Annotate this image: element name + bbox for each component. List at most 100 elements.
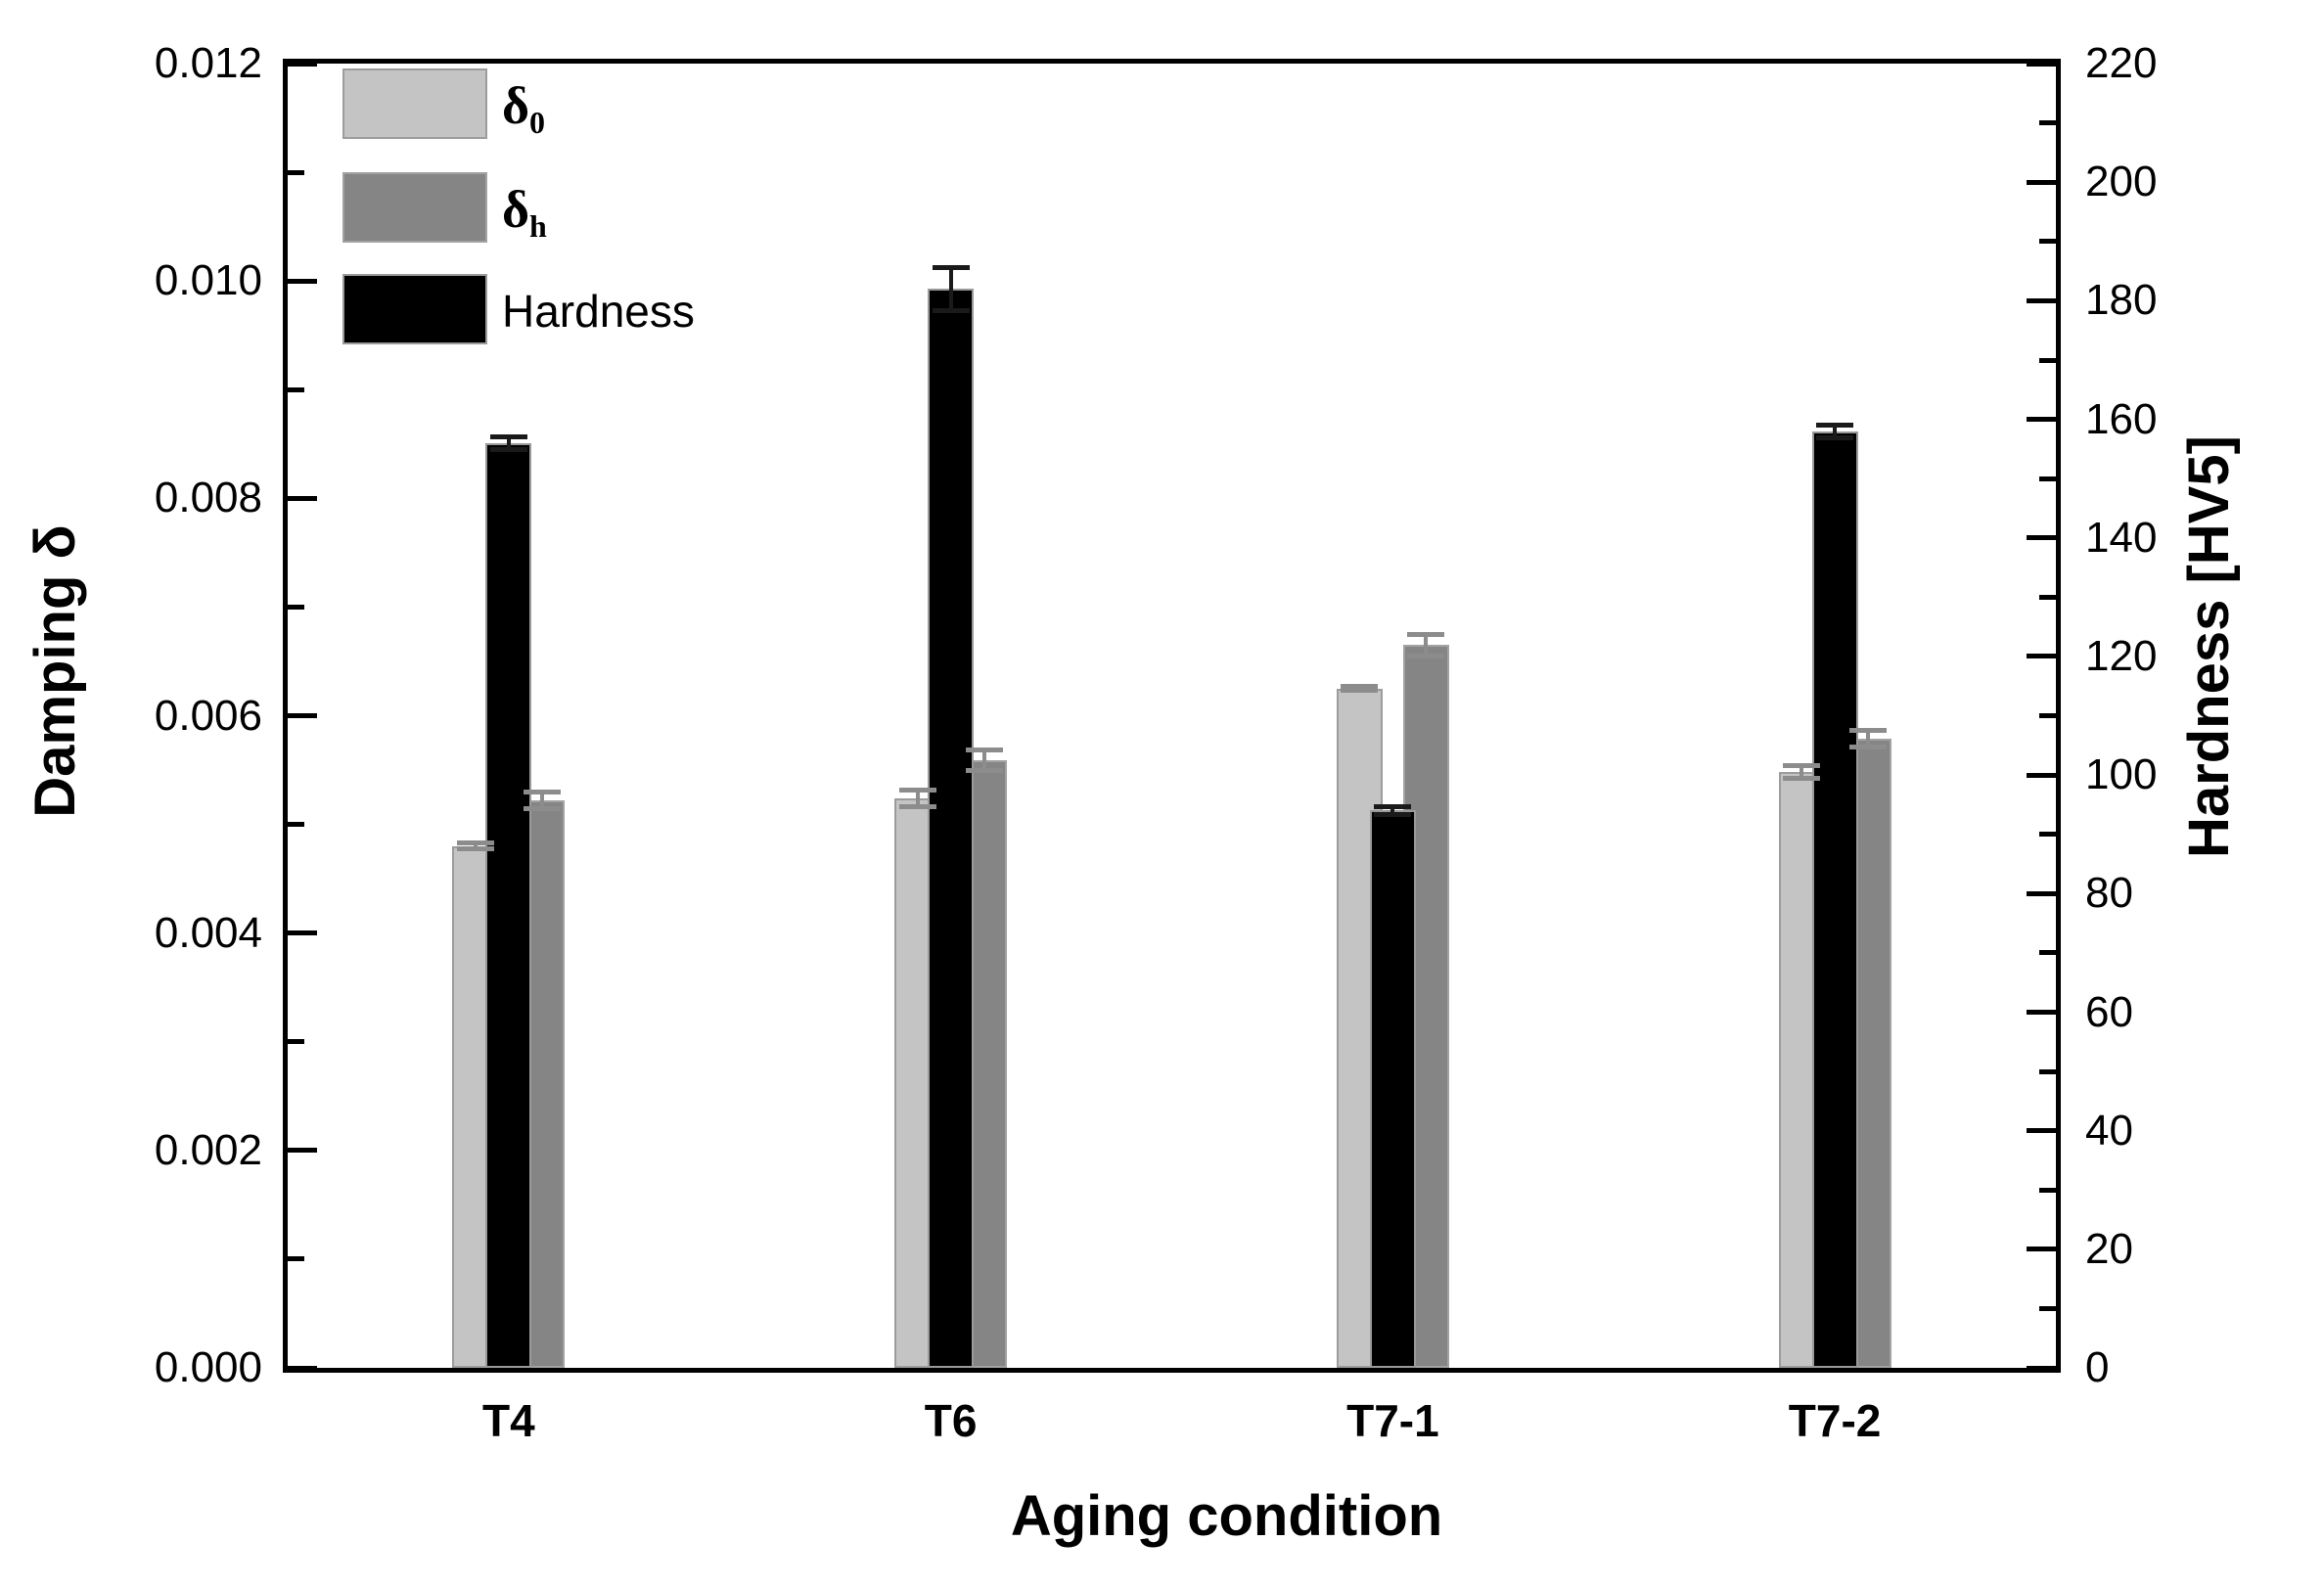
error-cap-low	[965, 768, 1003, 774]
left-major-tick	[288, 1365, 317, 1371]
error-cap-high	[965, 747, 1003, 752]
right-minor-tick	[2039, 713, 2056, 718]
error-cap-low	[1783, 776, 1821, 782]
bar-hardness-T6	[928, 289, 975, 1368]
error-bar-hardness-T4	[506, 433, 511, 452]
error-cap-low	[1374, 811, 1412, 817]
left-major-tick	[288, 495, 317, 501]
right-major-tick	[2027, 654, 2056, 659]
right-minor-tick	[2039, 950, 2056, 956]
x-category-label-T4: T4	[482, 1395, 535, 1446]
delta-subscript: h	[529, 208, 547, 244]
right-minor-tick	[2039, 120, 2056, 126]
error-bar-delta_0-T4	[473, 840, 478, 852]
left-minor-tick	[288, 386, 304, 392]
right-major-tick	[2027, 61, 2056, 67]
right-tick-label: 20	[2085, 1224, 2133, 1273]
error-bar-delta_h-T7-2	[1866, 727, 1871, 749]
legend-label-deltah: δh	[502, 172, 547, 244]
right-minor-tick	[2039, 1305, 2056, 1311]
right-major-tick	[2027, 179, 2056, 185]
right-minor-tick	[2039, 1068, 2056, 1074]
right-minor-tick	[2039, 1187, 2056, 1193]
left-tick-label: 0.010	[154, 256, 262, 305]
right-tick-label: 160	[2085, 394, 2158, 443]
bar-hardness-T7-1	[1369, 810, 1416, 1368]
error-cap-low	[932, 307, 970, 313]
left-tick-label: 0.006	[154, 691, 262, 740]
error-bar-delta_h-T7-1	[1424, 632, 1429, 658]
error-cap-high	[1783, 763, 1821, 769]
right-major-tick	[2027, 417, 2056, 422]
right-major-tick	[2027, 1010, 2056, 1015]
right-major-tick	[2027, 890, 2056, 896]
delta-subscript: 0	[529, 105, 546, 140]
left-tick-label: 0.004	[154, 908, 262, 957]
left-major-tick	[288, 61, 317, 67]
left-minor-tick	[288, 604, 304, 610]
right-tick-label: 0	[2085, 1343, 2110, 1391]
x-category-label-T7-1: T7-1	[1346, 1395, 1439, 1446]
left-minor-tick	[288, 1039, 304, 1045]
error-bar-hardness-T6	[948, 265, 953, 313]
right-tick-label: 140	[2085, 513, 2158, 562]
x-category-label-T6: T6	[924, 1395, 978, 1446]
x-axis-title: Aging condition	[1010, 1484, 1443, 1548]
right-tick-label: 120	[2085, 631, 2158, 680]
right-tick-label: 60	[2085, 987, 2133, 1036]
legend-swatch-delta0	[342, 68, 487, 139]
error-cap-low	[1341, 688, 1379, 694]
right-major-tick	[2027, 1365, 2056, 1371]
hardness-label: Hardness	[502, 286, 695, 337]
right-axis-title: Hardness [HV5]	[2177, 435, 2241, 858]
left-minor-tick	[288, 169, 304, 175]
error-cap-high	[898, 787, 936, 793]
right-tick-label: 40	[2085, 1106, 2133, 1155]
error-cap-low	[898, 804, 936, 809]
right-major-tick	[2027, 1247, 2056, 1252]
right-minor-tick	[2039, 476, 2056, 481]
left-tick-label: 0.002	[154, 1125, 262, 1174]
left-tick-label: 0.008	[154, 474, 262, 522]
right-minor-tick	[2039, 357, 2056, 363]
left-tick-label: 0.012	[154, 39, 262, 87]
right-major-tick	[2027, 535, 2056, 541]
x-category-label-T7-2: T7-2	[1788, 1395, 1882, 1446]
legend-label-hardness: Hardness	[502, 274, 695, 344]
legend-swatch-hardness	[342, 274, 487, 344]
error-cap-high	[1374, 804, 1412, 810]
left-major-tick	[288, 930, 317, 936]
bar-hardness-T4	[485, 442, 532, 1368]
error-cap-high	[1341, 684, 1379, 690]
delta-symbol: δ	[502, 180, 530, 239]
right-tick-label: 80	[2085, 869, 2133, 918]
right-tick-label: 100	[2085, 750, 2158, 799]
left-minor-tick	[288, 822, 304, 828]
error-bar-hardness-T7-2	[1833, 422, 1838, 440]
error-cap-low	[489, 446, 527, 452]
error-cap-low	[1849, 744, 1888, 749]
left-axis-title: Damping δ	[23, 524, 87, 818]
right-major-tick	[2027, 1128, 2056, 1134]
left-tick-label: 0.000	[154, 1343, 262, 1391]
error-cap-high	[1407, 632, 1445, 637]
right-tick-label: 200	[2085, 158, 2158, 206]
left-major-tick	[288, 713, 317, 718]
error-bar-hardness-T7-1	[1390, 804, 1395, 817]
right-tick-label: 180	[2085, 276, 2158, 325]
right-minor-tick	[2039, 594, 2056, 600]
right-minor-tick	[2039, 832, 2056, 838]
error-bar-delta_0-T7-2	[1800, 763, 1804, 782]
legend-label-delta0: δ0	[502, 68, 546, 140]
right-tick-label: 220	[2085, 39, 2158, 87]
error-cap-high	[489, 433, 527, 439]
right-major-tick	[2027, 772, 2056, 778]
legend-swatch-deltah	[342, 172, 487, 243]
error-cap-high	[523, 790, 561, 794]
right-major-tick	[2027, 297, 2056, 303]
error-cap-low	[1816, 434, 1854, 440]
error-bar-delta_0-T6	[915, 787, 920, 809]
right-minor-tick	[2039, 239, 2056, 245]
error-cap-high	[1816, 422, 1854, 428]
